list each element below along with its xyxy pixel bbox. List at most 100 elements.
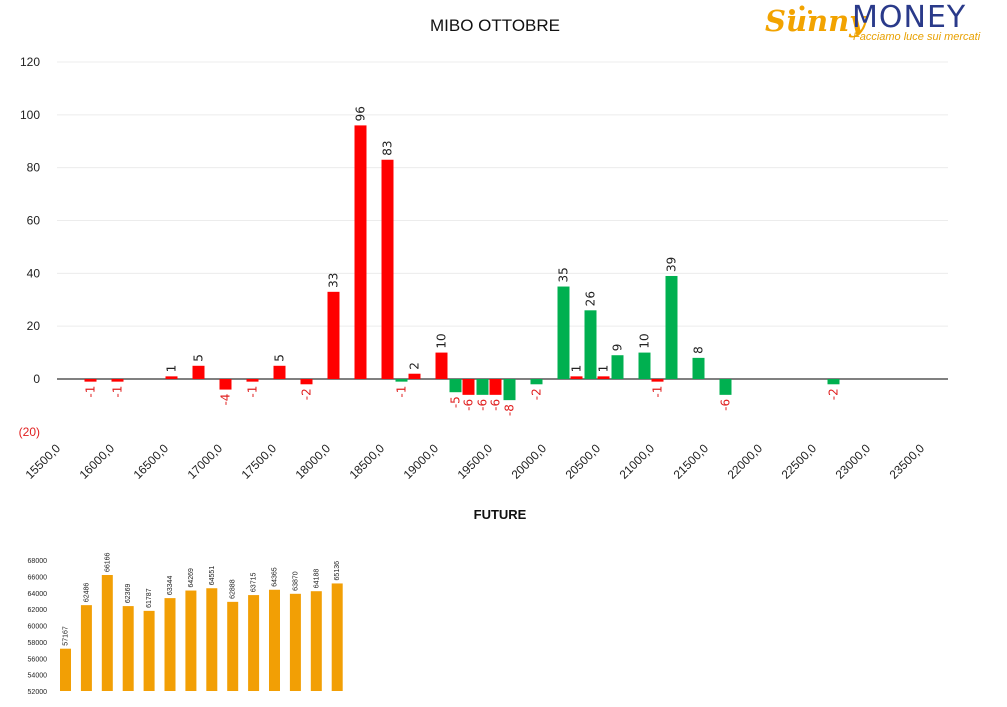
y-tick-label: (20)	[19, 425, 40, 439]
future-bar	[164, 598, 176, 691]
logo-script-text: Sunny	[765, 4, 867, 38]
data-label: 10	[435, 333, 449, 348]
future-y-tick-label: 64000	[28, 591, 48, 598]
y-tick-label: 60	[27, 214, 41, 228]
call-bar	[665, 275, 678, 379]
future-y-tick-label: 62000	[28, 607, 48, 614]
call-bar	[638, 352, 651, 379]
logo-tagline: Facciamo luce sui mercati	[853, 31, 981, 43]
data-label: -1	[246, 386, 260, 398]
future-data-label: 64269	[188, 568, 195, 588]
data-label: 33	[327, 273, 341, 288]
data-label: -1	[395, 386, 409, 398]
future-data-label: 57167	[63, 626, 70, 646]
chart-title: MIBO OTTOBRE	[429, 16, 561, 35]
put-bar	[597, 376, 610, 379]
data-label: -1	[111, 386, 125, 398]
data-label: 39	[665, 257, 679, 272]
future-bar	[331, 583, 343, 691]
y-tick-label: 40	[27, 266, 41, 280]
put-bar	[435, 352, 448, 379]
future-data-label: 62888	[230, 579, 237, 599]
put-bar	[327, 291, 340, 379]
future-data-label: 63344	[167, 576, 174, 596]
put-bar	[651, 379, 664, 382]
future-bar	[206, 588, 218, 691]
data-label: 83	[381, 140, 395, 155]
put-bar	[462, 379, 475, 395]
future-data-label: 64551	[209, 566, 216, 586]
data-label: -2	[530, 388, 544, 400]
future-y-tick-label: 54000	[28, 673, 48, 680]
logo-word-text: MONEY	[852, 0, 967, 35]
future-data-label: 62486	[83, 583, 90, 603]
future-chart-title: FUTURE	[473, 507, 527, 522]
call-bar	[692, 357, 705, 379]
put-bar	[219, 379, 232, 390]
data-label: -2	[300, 388, 314, 400]
future-bar	[101, 575, 113, 691]
put-bar	[354, 125, 367, 380]
put-bar	[300, 379, 313, 385]
data-label: 8	[692, 346, 706, 354]
future-data-label: 62369	[125, 584, 132, 604]
future-y-tick-label: 56000	[28, 656, 48, 663]
future-bar	[310, 591, 322, 691]
call-bar	[503, 379, 516, 401]
y-tick-label: 100	[20, 108, 40, 122]
y-tick-label: 80	[27, 161, 41, 175]
put-bar	[246, 379, 259, 382]
future-bar	[60, 648, 71, 691]
y-tick-label: 0	[33, 372, 40, 386]
data-label: 10	[638, 333, 652, 348]
future-y-tick-label: 60000	[28, 624, 48, 631]
call-bar	[827, 379, 840, 385]
call-bar	[611, 355, 624, 379]
data-label: -6	[719, 399, 733, 411]
future-data-label: 63715	[251, 573, 258, 593]
put-bar	[570, 376, 583, 379]
future-bar	[248, 595, 260, 691]
data-label: -5	[449, 396, 463, 408]
put-bar	[381, 159, 394, 379]
call-bar	[395, 379, 408, 382]
data-label: -2	[827, 388, 841, 400]
future-y-tick-label: 66000	[28, 574, 48, 581]
data-label: 1	[165, 365, 179, 373]
future-data-label: 61787	[146, 588, 153, 608]
future-bar	[185, 590, 197, 691]
data-label: -6	[462, 399, 476, 411]
data-label: 2	[408, 362, 422, 370]
data-label: 96	[354, 106, 368, 121]
data-label: 5	[273, 354, 287, 362]
future-data-label: 64365	[272, 567, 279, 587]
sunnymoney-logo	[762, 2, 987, 50]
y-tick-label: 20	[27, 319, 41, 333]
data-label: 26	[584, 291, 598, 306]
future-data-label: 66166	[104, 552, 111, 572]
future-data-label: 63870	[292, 571, 299, 591]
future-y-tick-label: 58000	[28, 640, 48, 647]
future-bar	[143, 610, 155, 691]
future-data-label: 65136	[334, 561, 341, 581]
future-bar	[80, 605, 92, 691]
future-bar	[289, 593, 301, 691]
put-bar	[84, 379, 97, 382]
call-bar	[584, 310, 597, 379]
future-bar	[122, 606, 134, 691]
data-label: 1	[570, 365, 584, 373]
mibo-options-chart: (20) 0 20 40 60 80 100 120 -1 -1 1 5 -4 -1 5 -2 33 96 83 2 1…	[19, 55, 948, 482]
data-label: -1	[651, 386, 665, 398]
put-bar	[408, 373, 421, 379]
data-label: 35	[557, 267, 571, 282]
call-bar	[719, 379, 732, 395]
put-bar	[165, 376, 178, 379]
put-bar	[273, 365, 286, 379]
data-label: -8	[503, 404, 517, 416]
future-bar	[269, 589, 280, 691]
data-label: -6	[476, 399, 490, 411]
put-bar	[111, 379, 124, 382]
data-label: -4	[219, 394, 233, 406]
data-label: 1	[597, 365, 611, 373]
